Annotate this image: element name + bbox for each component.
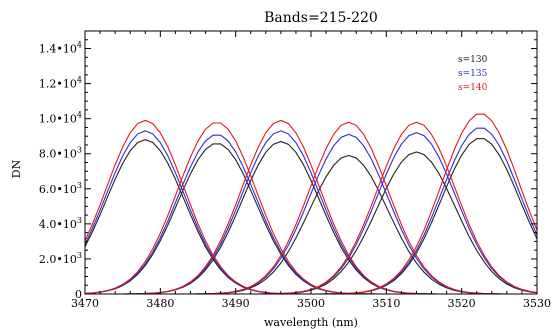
y-tick-label: 1.0•104 xyxy=(39,111,82,126)
x-tick-label: 3490 xyxy=(222,297,250,310)
y-tick-label: 6.0•103 xyxy=(39,181,82,196)
series-s=135 xyxy=(84,127,538,295)
x-tick-label: 3520 xyxy=(448,297,476,310)
x-tick-label: 3530 xyxy=(523,297,551,310)
x-tick-label: 3510 xyxy=(372,297,400,310)
y-tick-label: 2.0•103 xyxy=(39,251,82,266)
x-tick-label: 3470 xyxy=(71,297,99,310)
band-curve-s=140-band-2 xyxy=(84,122,537,295)
x-tick-label: 3480 xyxy=(146,297,174,310)
x-tick-label: 3500 xyxy=(297,297,325,310)
y-tick-label: 0 xyxy=(75,288,82,301)
band-curve-s=135-band-1 xyxy=(84,130,537,295)
series-s=130 xyxy=(84,138,538,295)
band-curve-s=140-band-6 xyxy=(85,113,538,295)
band-curve-s=135-band-5 xyxy=(85,132,538,295)
series-layer xyxy=(84,113,538,295)
y-axis-label: DN xyxy=(10,159,23,178)
series-s=140 xyxy=(84,113,538,295)
y-tick-label: 8.0•103 xyxy=(39,146,82,161)
y-tick-label: 1.2•104 xyxy=(39,76,82,91)
band-curve-s=135-band-3 xyxy=(85,130,537,295)
y-tick-label: 4.0•103 xyxy=(39,216,82,231)
legend-entry-s=130: s=130 xyxy=(458,55,488,65)
legend-entry-s=135: s=135 xyxy=(458,69,488,79)
band-curve-s=140-band-4 xyxy=(85,121,537,295)
band-curve-s=135-band-6 xyxy=(85,127,538,295)
y-tick-label: 1.4•104 xyxy=(39,41,82,56)
band-curve-s=140-band-5 xyxy=(85,121,538,295)
axis-layer: 3470 3480 3490 3500 3510 3520 3530 0 2.0•103 4.0•… xyxy=(39,31,551,310)
band-curve-s=130-band-1 xyxy=(84,139,537,295)
band-curve-s=135-band-2 xyxy=(84,134,537,295)
x-axis-label: wavelength (nm) xyxy=(264,316,358,329)
chart-title: Bands=215-220 xyxy=(264,10,378,26)
legend: s=130 s=135 s=140 xyxy=(458,55,488,93)
band-curve-s=135-band-4 xyxy=(85,133,537,295)
band-curve-s=130-band-6 xyxy=(85,138,538,295)
legend-entry-s=140: s=140 xyxy=(458,83,488,93)
